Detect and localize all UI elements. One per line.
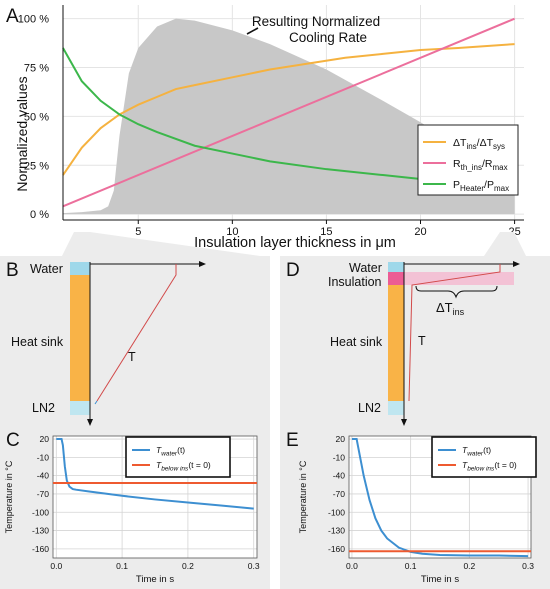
chart-a-axes [62, 5, 524, 221]
insulation-layer [388, 272, 404, 285]
chart-a-yticks: 0 % 25 % 50 % 75 % 100 % [18, 14, 49, 221]
series-line-0 [62, 43, 515, 176]
y-axis-label: Temperature in °C [298, 460, 308, 533]
y-tick-label: 50 % [24, 111, 49, 123]
plot-frame [52, 435, 258, 559]
legend-label: Tbelow ins(t = 0) [462, 460, 517, 473]
legend-label: Tbelow ins(t = 0) [156, 460, 211, 473]
temperature-axis-arrow [513, 261, 520, 267]
y-tick-label: -100 [32, 507, 49, 517]
panel-label-a: A [6, 6, 19, 27]
ln2-label: LN2 [32, 401, 55, 415]
annotation-pointer [246, 27, 259, 35]
x-axis-label: Time in s [421, 574, 459, 585]
water-layer [70, 262, 90, 275]
legend-label: ΔTins/ΔTsys [453, 137, 505, 151]
series-line-0 [56, 438, 254, 510]
y-tick-label: -10 [37, 452, 50, 462]
x-tick-label: 0.1 [405, 561, 417, 571]
position-axis-arrow [87, 419, 93, 426]
x-tick-label: 20 [414, 226, 426, 238]
cooling-rate-annotation-line2: Cooling Rate [289, 30, 367, 45]
panel-label-b: B [6, 260, 19, 281]
legend-label: Rth_ins/Rmax [453, 158, 508, 172]
y-tick-label: 0 % [30, 209, 49, 221]
temperature-profile [96, 264, 177, 402]
x-axis-label: Time in s [136, 574, 174, 585]
legend-label: PHeater/Pmax [453, 179, 509, 193]
cooling-rate-area [63, 18, 515, 215]
water-label: Water [349, 261, 382, 275]
legend-label: Twater(t) [462, 445, 491, 458]
y-tick-label: -10 [333, 452, 346, 462]
x-tick-label: 15 [320, 226, 332, 238]
plot-frame [348, 435, 532, 559]
y-tick-label: -130 [32, 526, 49, 536]
x-tick-label: 5 [135, 226, 141, 238]
heat-sink-block [70, 275, 90, 401]
panel-label-c: C [6, 430, 20, 451]
panel-d-e: D Water Insulation Heat sink LN2 T ΔTins… [280, 232, 550, 589]
temperature-label-b: T [128, 350, 136, 364]
panel-a: A 0 %25 %50 %75 %100 % 5 10 15 20 25 Normali… [6, 5, 524, 251]
water-label: Water [30, 262, 63, 276]
cooling-rate-annotation-line1: Resulting Normalized [252, 14, 380, 29]
insulation-label: Insulation [328, 275, 382, 289]
legend-box [431, 436, 537, 478]
x-tick-label: 0.1 [116, 561, 128, 571]
y-tick-label: -40 [333, 471, 346, 481]
panel-label-e: E [286, 430, 299, 451]
heat-sink-label: Heat sink [11, 335, 64, 349]
temperature-profile-ln2 [94, 400, 98, 405]
heat-sink-label: Heat sink [330, 335, 383, 349]
legend-label: Twater(t) [156, 445, 185, 458]
y-tick-label: -40 [37, 471, 50, 481]
y-tick-label: 25 % [24, 160, 49, 172]
temperature-label-d: T [418, 334, 426, 348]
heat-sink-block [388, 285, 404, 401]
panel-label-d: D [286, 260, 300, 281]
x-tick-label: 0.3 [248, 561, 260, 571]
water-layer [388, 262, 404, 272]
series-line-1 [62, 17, 515, 208]
y-tick-label: -160 [328, 544, 345, 554]
temperature-axis-arrow [199, 261, 206, 267]
x-tick-label: 10 [226, 226, 238, 238]
temperature-profile [408, 264, 501, 402]
chart-a-series [62, 17, 515, 208]
x-tick-label: 0.2 [182, 561, 194, 571]
ln2-layer [388, 401, 404, 415]
y-tick-label: 20 [336, 434, 346, 444]
y-tick-label: -160 [32, 544, 49, 554]
series-line-0 [351, 438, 529, 558]
ln2-layer [70, 401, 90, 415]
position-axis-arrow [401, 419, 407, 426]
delta-t-label: ΔTins [436, 300, 465, 317]
y-axis-label: Temperature in °C [4, 460, 14, 533]
legend-box [125, 436, 231, 478]
y-tick-label: 20 [40, 434, 50, 444]
chart-a-ylabel: Normalized values [14, 76, 30, 191]
y-tick-label: -70 [37, 489, 50, 499]
series-line-2 [62, 47, 515, 186]
y-tick-label: -130 [328, 526, 345, 536]
chart-a-legend: ΔTins/ΔTsys Rth_ins/Rmax PHeater/Pmax [417, 124, 519, 196]
y-tick-label: -100 [328, 507, 345, 517]
delta-t-brace [415, 285, 498, 299]
x-tick-label: 0.0 [346, 561, 358, 571]
x-tick-label: 0.0 [50, 561, 62, 571]
ln2-label: LN2 [358, 401, 381, 415]
y-tick-label: 75 % [24, 63, 49, 75]
y-tick-label: -70 [333, 489, 346, 499]
x-tick-label: 0.3 [522, 561, 534, 571]
panel-b-c: B Water Heat sink LN2 T C 20 -10 -40 -70 -10… [0, 232, 270, 589]
y-tick-label: 100 % [18, 14, 49, 26]
x-tick-label: 0.2 [463, 561, 475, 571]
chart-a-xlabel: Insulation layer thickness in μm [194, 235, 396, 251]
